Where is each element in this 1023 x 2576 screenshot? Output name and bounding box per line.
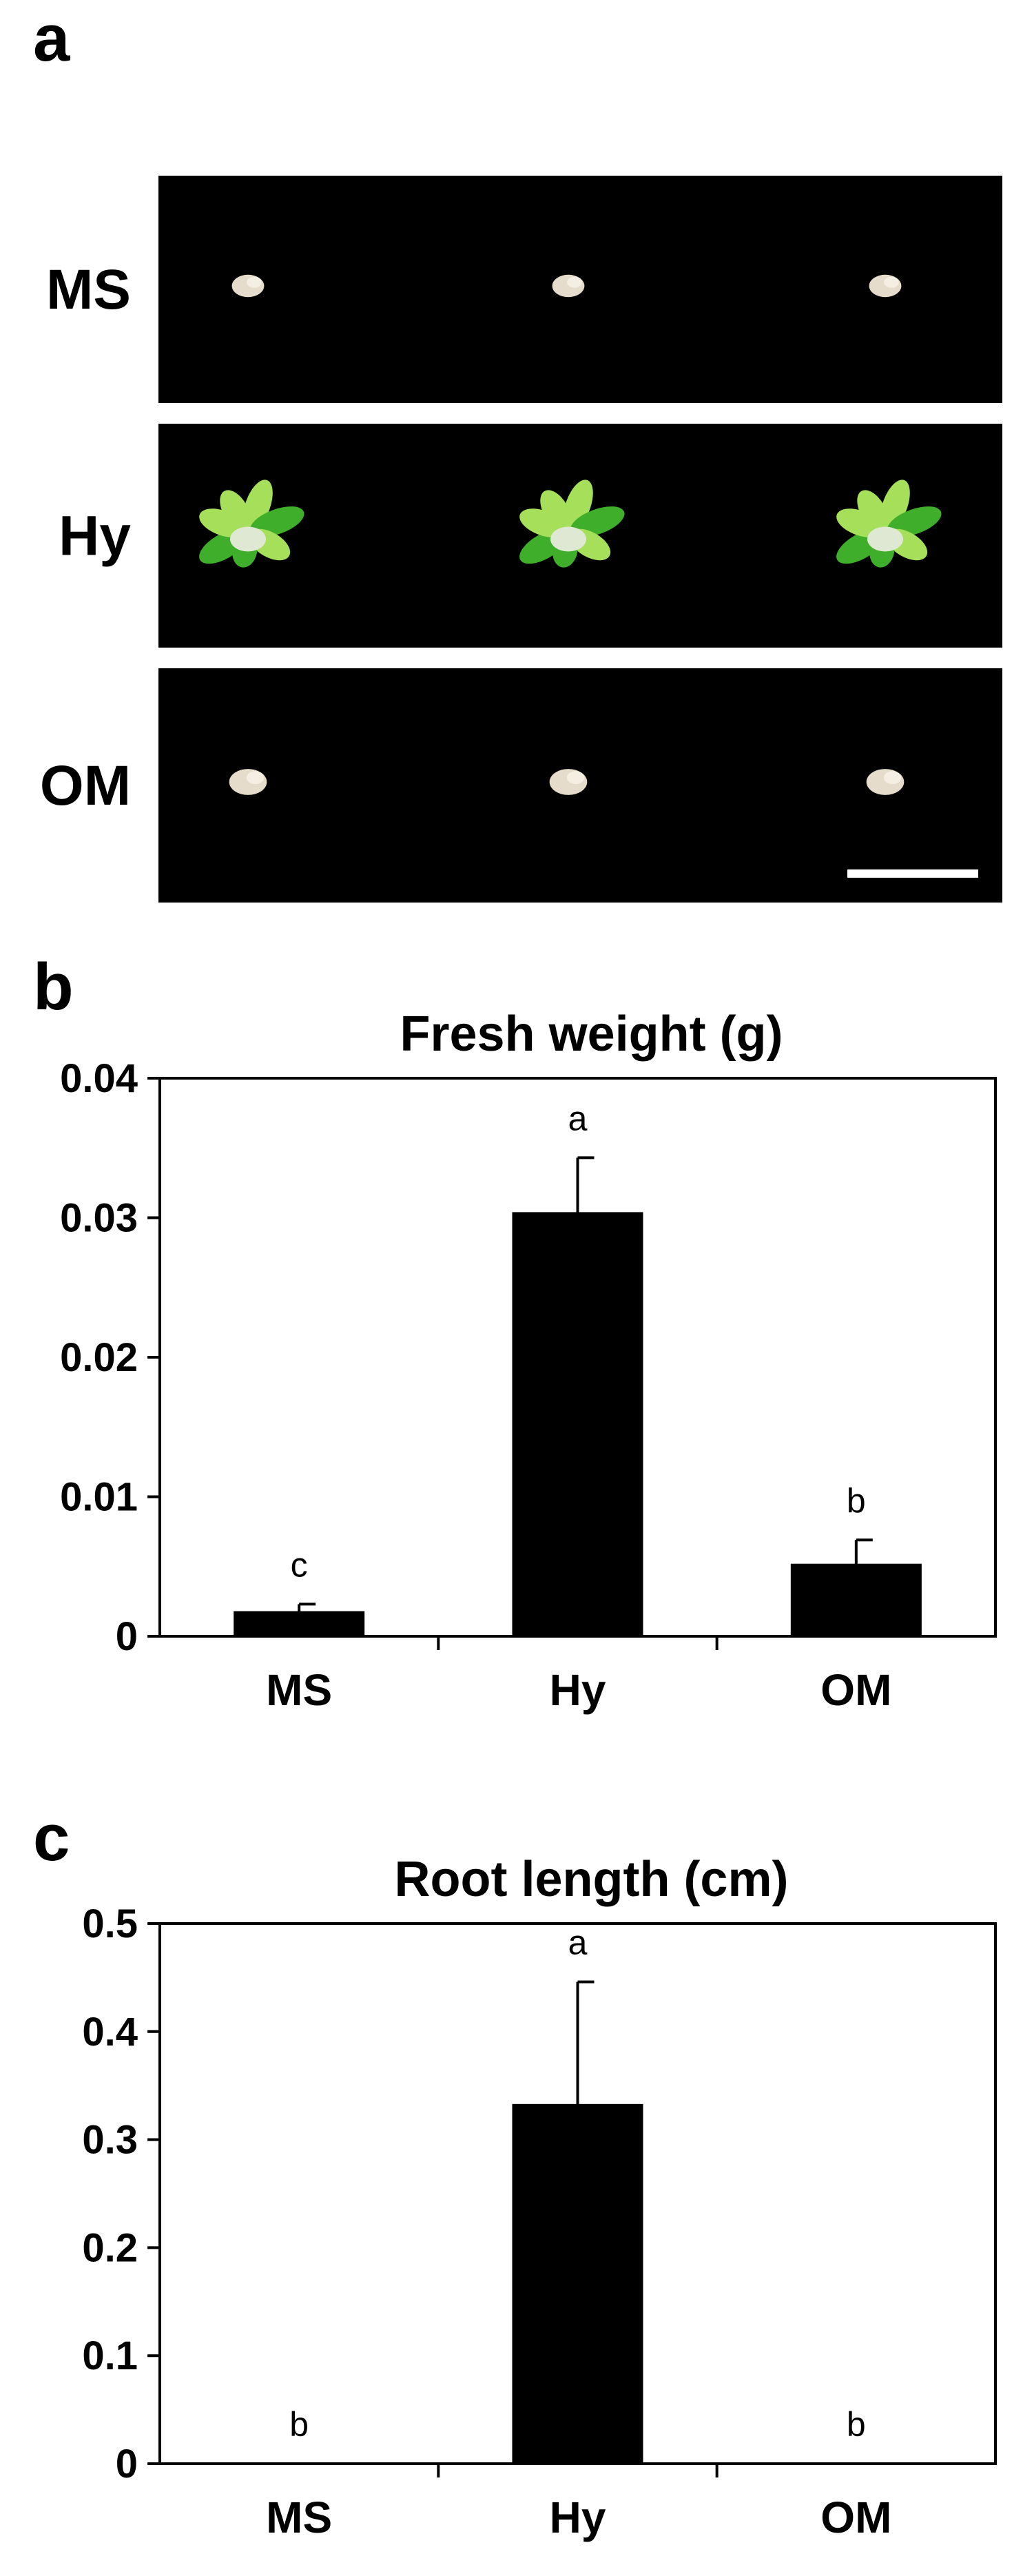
y-tick-label: 0.01 <box>60 1475 138 1520</box>
y-tick-label: 0.1 <box>82 2333 138 2378</box>
significance-letter: c <box>291 1545 308 1584</box>
shoot-leaf <box>220 490 251 532</box>
row-label: MS <box>46 258 131 321</box>
callus-highlight <box>247 276 262 288</box>
panel-label: b <box>33 950 74 1024</box>
shoot-leaf <box>540 490 572 532</box>
bar-hy <box>512 1212 643 1636</box>
panel-a-label: a <box>33 1 70 75</box>
y-tick-label: 0.5 <box>82 1902 138 1946</box>
callus-highlight <box>566 771 585 785</box>
shoot-leaf <box>570 506 625 537</box>
x-tick-label: Hy <box>550 2493 606 2542</box>
shoot-leaf <box>857 490 889 532</box>
shoot-leaf <box>887 506 942 537</box>
shoot-leaf <box>250 506 304 537</box>
y-tick-label: 0.04 <box>60 1056 138 1101</box>
shoot-base <box>867 526 903 552</box>
y-tick-label: 0.4 <box>82 2010 138 2054</box>
y-tick-label: 0.2 <box>82 2225 138 2270</box>
significance-letter: b <box>847 2405 866 2444</box>
y-tick-label: 0 <box>116 1614 138 1659</box>
y-tick-label: 0.02 <box>60 1335 138 1380</box>
chart-title: Fresh weight (g) <box>400 1007 783 1062</box>
row-label: Hy <box>59 505 131 568</box>
y-tick-label: 0 <box>116 2442 138 2486</box>
shoot-base <box>550 526 586 552</box>
photo-rows: MS Hy OM <box>40 176 1002 903</box>
callus-highlight <box>246 771 265 785</box>
x-tick-label: Hy <box>550 1665 606 1715</box>
significance-letter: b <box>847 1481 866 1520</box>
photo-row-ms: MS <box>46 176 1002 403</box>
shoot-base <box>230 526 266 552</box>
panel-label: c <box>33 1801 70 1875</box>
callus-highlight <box>883 771 902 785</box>
significance-letter: a <box>568 1099 588 1137</box>
row-label: OM <box>40 754 131 817</box>
callus-highlight <box>567 276 582 288</box>
photo-row-hy: Hy <box>59 424 1002 648</box>
significance-letter: a <box>568 1924 588 1962</box>
callus-highlight <box>884 276 899 288</box>
y-tick-label: 0.03 <box>60 1196 138 1241</box>
y-tick-label: 0.3 <box>82 2118 138 2163</box>
chart-fresh-weight: b Fresh weight (g) 0 0.01 0.02 0.03 0.04 c MS a Hy… <box>33 950 997 1715</box>
chart-root-length: c Root length (cm) 0 0.1 0.2 0.3 0.4 0.5 b MS a Hy b… <box>33 1801 997 2542</box>
x-tick-label: OM <box>820 2493 891 2542</box>
photo-row-om: OM <box>40 668 1002 903</box>
x-tick-label: MS <box>266 1665 332 1715</box>
chart-title: Root length (cm) <box>395 1852 789 1907</box>
x-tick-label: MS <box>266 2493 332 2542</box>
scale-bar <box>847 869 978 878</box>
x-tick-label: OM <box>820 1665 891 1715</box>
significance-letter: b <box>289 2405 309 2444</box>
